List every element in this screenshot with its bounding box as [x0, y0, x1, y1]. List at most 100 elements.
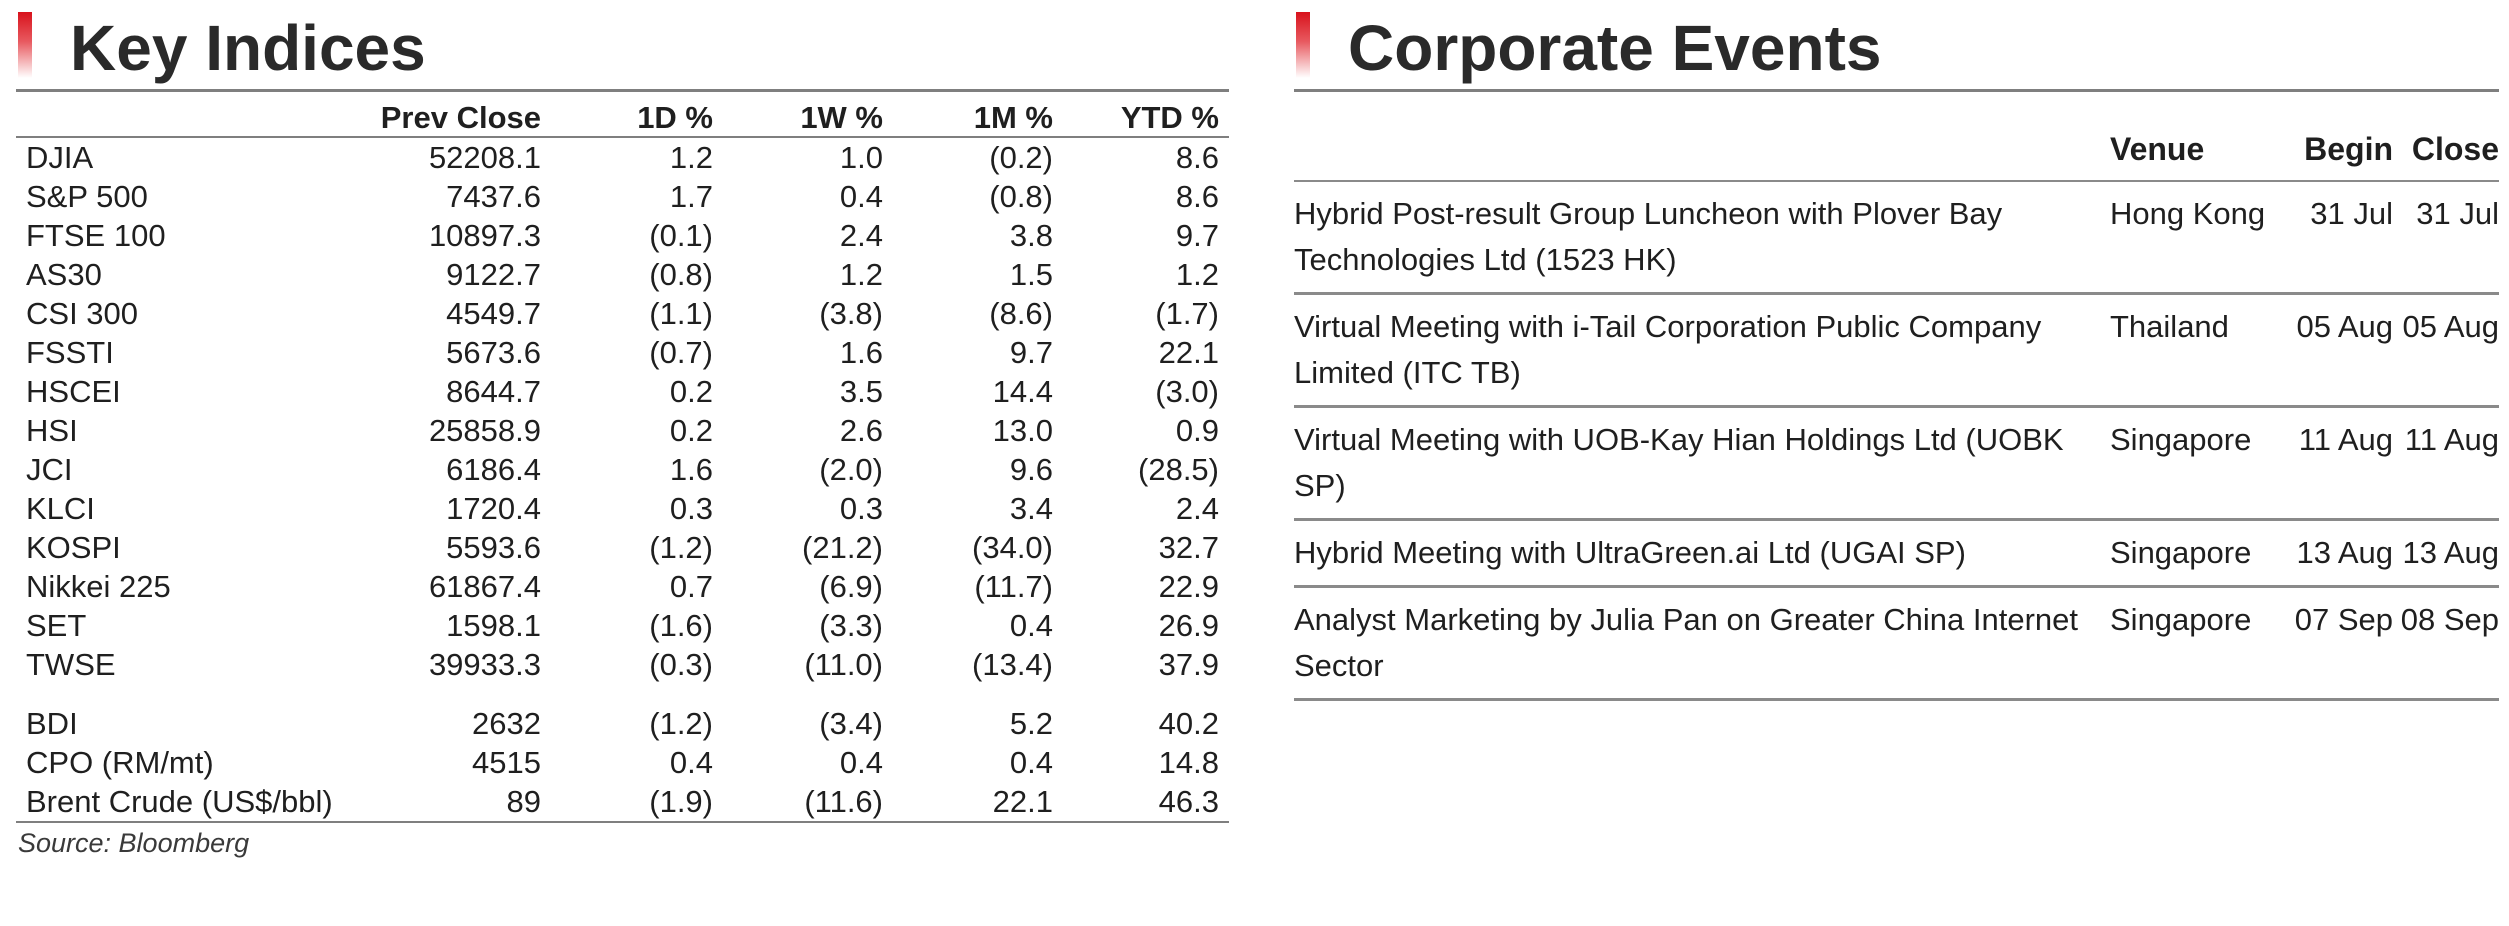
change-1m-cell: 9.6 — [1009, 452, 1053, 487]
table-row: DJIA 52208.1 1.2 1.0 (0.2) 8.6 — [16, 137, 1229, 177]
prev-close-cell: 4549.7 — [446, 296, 541, 331]
change-1d-cell: 0.2 — [669, 413, 713, 448]
change-1w-cell: (11.6) — [723, 782, 893, 823]
change-1m-cell: (34.0) — [972, 530, 1053, 565]
prev-close-cell: 5673.6 — [446, 335, 541, 370]
change-ytd-cell: 1.2 — [1175, 257, 1219, 292]
change-1d-cell: (1.6) — [649, 608, 713, 643]
change-ytd-cell: 37.9 — [1158, 647, 1219, 682]
event-close-cell: 31 Jul — [2393, 181, 2499, 295]
prev-close-cell: 61867.4 — [428, 569, 541, 604]
table-row: AS30 9122.7 (0.8) 1.2 1.5 1.2 — [16, 255, 1229, 294]
corporate-events-body: Hybrid Post-result Group Luncheon with P… — [1294, 181, 2499, 701]
table-row: CSI 300 4549.7 (1.1) (3.8) (8.6) (1.7) — [16, 294, 1229, 333]
change-1d-cell: (0.7) — [649, 335, 713, 370]
change-ytd-cell: (3.0) — [1155, 374, 1219, 409]
prev-close-cell: 4515 — [472, 745, 541, 780]
column-header-event — [1294, 92, 2110, 182]
change-1w-cell: 1.6 — [839, 335, 883, 370]
key-indices-panel: Key Indices Prev Close 1D % 1W % 1M % YT… — [16, 0, 1229, 859]
accent-bar — [1296, 12, 1310, 78]
index-name-cell: AS30 — [26, 257, 102, 292]
index-name-cell: FTSE 100 — [26, 218, 166, 253]
index-name-cell: FSSTI — [26, 335, 114, 370]
change-1w-cell: (6.9) — [819, 569, 883, 604]
change-1w-cell: 1.2 — [839, 257, 883, 292]
accent-bar — [18, 12, 32, 78]
event-description-cell: Hybrid Post-result Group Luncheon with P… — [1294, 181, 2110, 295]
change-1d-cell: (1.9) — [551, 782, 723, 823]
key-indices-header: Key Indices — [16, 0, 1229, 92]
change-1m-cell: 9.7 — [1009, 335, 1053, 370]
change-ytd-cell: 46.3 — [1063, 782, 1229, 823]
column-header-1w: 1W % — [723, 92, 893, 138]
event-row: Analyst Marketing by Julia Pan on Greate… — [1294, 586, 2499, 701]
change-1d-cell: (0.1) — [649, 218, 713, 253]
event-row: Virtual Meeting with UOB-Kay Hian Holdin… — [1294, 406, 2499, 521]
table-header-row: Prev Close 1D % 1W % 1M % YTD % — [16, 92, 1229, 138]
key-indices-title: Key Indices — [70, 12, 426, 84]
index-name-cell: DJIA — [26, 140, 94, 175]
change-ytd-cell: 32.7 — [1158, 530, 1219, 565]
index-name-cell: CSI 300 — [26, 296, 139, 331]
change-1d-cell: (1.1) — [649, 296, 713, 331]
change-ytd-cell: (28.5) — [1138, 452, 1219, 487]
change-1w-cell: (3.4) — [819, 706, 883, 741]
index-name-cell: S&P 500 — [26, 179, 148, 214]
prev-close-cell: 9122.7 — [446, 257, 541, 292]
change-1m-cell: 3.8 — [1009, 218, 1053, 253]
change-1w-cell: (2.0) — [819, 452, 883, 487]
event-venue-cell: Thailand — [2110, 293, 2283, 408]
prev-close-cell: 8644.7 — [446, 374, 541, 409]
column-header-ytd: YTD % — [1063, 92, 1229, 138]
index-name-cell: KLCI — [26, 491, 95, 526]
change-1m-cell: 0.4 — [1009, 608, 1053, 643]
table-row: KOSPI 5593.6 (1.2) (21.2) (34.0) 32.7 — [16, 528, 1229, 567]
change-1w-cell: 3.5 — [839, 374, 883, 409]
event-venue-cell: Hong Kong — [2110, 181, 2283, 295]
table-row: HSI 25858.9 0.2 2.6 13.0 0.9 — [16, 411, 1229, 450]
change-1w-cell: (11.0) — [804, 647, 883, 682]
change-ytd-cell: 14.8 — [1158, 745, 1219, 780]
event-description-cell: Virtual Meeting with UOB-Kay Hian Holdin… — [1294, 406, 2110, 521]
event-begin-cell: 13 Aug — [2283, 519, 2393, 588]
change-ytd-cell: 8.6 — [1175, 179, 1219, 214]
index-name-cell: KOSPI — [26, 530, 121, 565]
table-row: Nikkei 225 61867.4 0.7 (6.9) (11.7) 22.9 — [16, 567, 1229, 606]
event-close-cell: 13 Aug — [2393, 519, 2499, 588]
index-name-cell: Brent Crude (US$/bbl) — [16, 782, 346, 823]
change-1d-cell: 1.2 — [669, 140, 713, 175]
event-begin-cell: 31 Jul — [2283, 181, 2393, 295]
change-1d-cell: (1.2) — [649, 706, 713, 741]
prev-close-cell: 1720.4 — [446, 491, 541, 526]
change-1d-cell: 1.6 — [669, 452, 713, 487]
event-description-cell: Analyst Marketing by Julia Pan on Greate… — [1294, 586, 2110, 701]
column-header-close: Close — [2393, 92, 2499, 182]
column-header-1d: 1D % — [551, 92, 723, 138]
change-1m-cell: 22.1 — [893, 782, 1063, 823]
change-1m-cell: 5.2 — [1009, 706, 1053, 741]
change-1m-cell: (0.2) — [989, 140, 1053, 175]
change-ytd-cell: (1.7) — [1155, 296, 1219, 331]
change-1d-cell: (1.2) — [649, 530, 713, 565]
change-1m-cell: (11.7) — [974, 569, 1053, 604]
change-1w-cell: 2.6 — [839, 413, 883, 448]
change-ytd-cell: 26.9 — [1158, 608, 1219, 643]
change-1d-cell: 0.2 — [669, 374, 713, 409]
change-1d-cell: 0.4 — [669, 745, 713, 780]
event-close-cell: 05 Aug — [2393, 293, 2499, 408]
change-1w-cell: 0.3 — [839, 491, 883, 526]
change-1d-cell: 1.7 — [669, 179, 713, 214]
change-1m-cell: 0.4 — [1009, 745, 1053, 780]
column-header-name — [16, 92, 346, 138]
index-name-cell: SET — [26, 608, 87, 643]
table-row: BDI 2632 (1.2) (3.4) 5.2 40.2 — [16, 704, 1229, 743]
change-1m-cell: (13.4) — [972, 647, 1053, 682]
prev-close-cell: 52208.1 — [428, 140, 541, 175]
index-name-cell: JCI — [26, 452, 73, 487]
key-indices-table: Prev Close 1D % 1W % 1M % YTD % DJIA 5220… — [16, 92, 1229, 823]
corporate-events-panel: Corporate Events Venue Begin Close Hybri… — [1294, 0, 2499, 701]
table-row: TWSE 39933.3 (0.3) (11.0) (13.4) 37.9 — [16, 645, 1229, 684]
event-close-cell: 11 Aug — [2393, 406, 2499, 521]
table-row: JCI 6186.4 1.6 (2.0) 9.6 (28.5) — [16, 450, 1229, 489]
